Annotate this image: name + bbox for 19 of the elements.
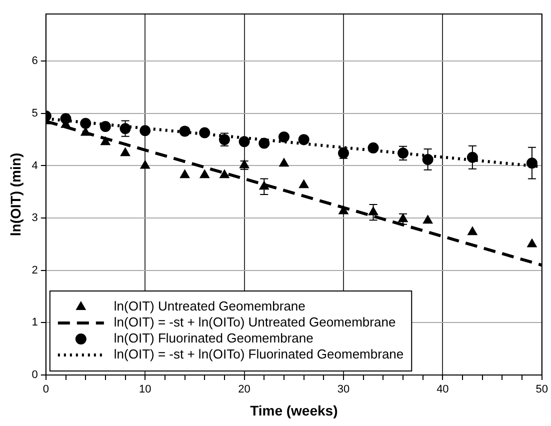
x-tick-label: 40 bbox=[436, 384, 449, 396]
y-tick-label: 0 bbox=[32, 369, 38, 382]
y-tick-label: 5 bbox=[32, 107, 38, 120]
x-axis-title: Time (weeks) bbox=[250, 402, 338, 418]
y-tick-label: 3 bbox=[32, 212, 38, 224]
x-tick-label: 20 bbox=[238, 384, 250, 396]
y-tick-label: 4 bbox=[32, 160, 38, 172]
y-tick-label: 1 bbox=[32, 316, 38, 329]
x-tick-label: 30 bbox=[337, 384, 350, 396]
legend-label: ln(OIT) = -st + ln(OITo) Untreated Geomembrane bbox=[114, 314, 396, 330]
y-axis-title: ln(OIT) (min) bbox=[7, 152, 24, 236]
legend-label: ln(OIT) Untreated Geomembrane bbox=[114, 298, 306, 314]
legend-label: ln(OIT) Fluorinated Geomembrane bbox=[114, 330, 314, 346]
y-tick-label: 2 bbox=[32, 264, 38, 276]
y-tick-label: 6 bbox=[32, 55, 38, 68]
x-tick-label: 10 bbox=[138, 384, 152, 396]
x-tick-label: 0 bbox=[42, 384, 49, 396]
x-tick-label: 50 bbox=[536, 384, 548, 396]
legend-label: ln(OIT) = -st + ln(OITo) Fluorinated Geomembrane bbox=[114, 346, 404, 362]
